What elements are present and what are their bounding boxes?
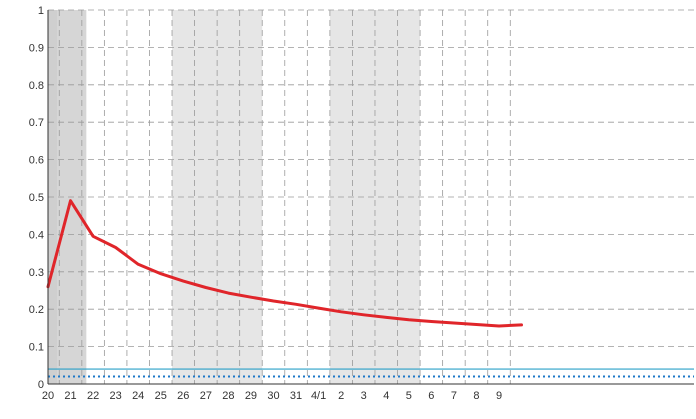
y-tick-label-8: 0.8 [29,80,44,92]
x-tick-label-1: 21 [64,390,76,402]
x-tick-label-8: 28 [222,390,234,402]
y-tick-label-2: 0.2 [29,304,44,316]
y-tick-label-3: 0.3 [29,267,44,279]
x-tick-label-7: 27 [200,390,212,402]
x-tick-label-17: 6 [428,390,434,402]
y-tick-label-0: 0 [38,379,44,391]
x-tick-label-18: 7 [451,390,457,402]
series-line-0 [46,199,523,328]
x-tick-label-12: 4/1 [311,390,326,402]
y-tick-label-4: 0.4 [29,229,44,241]
x-tick-label-6: 26 [177,390,189,402]
x-tick-label-10: 30 [267,390,279,402]
y-tick-labels: 0 0.1 0.2 0.3 0.4 0.5 0.6 0.7 0.8 0.9 1 [29,5,44,391]
y-tick-label-9: 0.9 [29,42,44,54]
x-tick-labels: 20 21 22 23 24 25 26 27 28 29 30 31 4/1 2 3 4 5 6 7 8 9 [42,390,502,402]
x-tick-label-11: 31 [290,390,302,402]
x-tick-label-5: 25 [155,390,167,402]
y-tick-label-5: 0.5 [29,192,44,204]
y-tick-label-1: 0.1 [29,342,44,354]
x-tick-label-15: 4 [383,390,389,402]
reference-lines [48,368,694,378]
series-lines [46,199,523,328]
x-tick-label-14: 3 [361,390,367,402]
x-tick-label-0: 20 [42,390,54,402]
x-tick-label-20: 9 [496,390,502,402]
x-tick-label-9: 29 [245,390,257,402]
x-tick-label-16: 5 [406,390,412,402]
x-tick-label-2: 22 [87,390,99,402]
x-tick-label-4: 24 [132,390,144,402]
y-tick-label-10: 1 [38,5,44,17]
x-tick-label-3: 23 [110,390,122,402]
y-tick-label-6: 0.6 [29,155,44,167]
x-tick-label-19: 8 [473,390,479,402]
x-tick-label-13: 2 [338,390,344,402]
y-tick-label-7: 0.7 [29,117,44,129]
axes [47,10,694,385]
